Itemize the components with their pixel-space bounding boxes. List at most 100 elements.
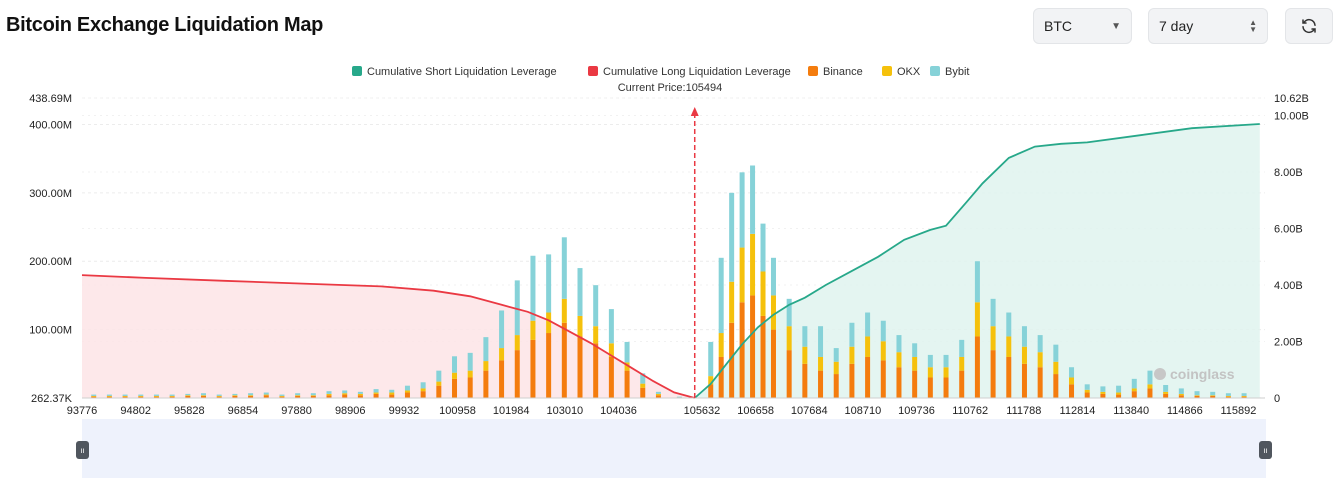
bar-okx [1100,391,1106,394]
bar-bybit [1084,384,1090,390]
bar-okx [739,247,745,303]
bar-binance [1006,356,1012,398]
bar-okx [770,295,776,330]
bar-bybit [373,389,379,393]
bar-binance [404,392,410,398]
bar-bybit [750,165,756,234]
bar-binance [326,395,332,398]
bar-bybit [357,391,363,394]
bar-bybit [833,348,839,362]
y-right-tick-label: 10.62B [1274,93,1309,105]
bar-binance [357,395,363,398]
bar-binance [373,393,379,398]
bar-bybit [655,391,661,394]
bar-bybit [436,370,442,382]
bar-binance [640,387,646,398]
bar-bybit [608,309,614,344]
bar-binance [514,350,520,398]
bar-binance [263,395,269,398]
grid [82,97,1265,399]
bar-binance [342,394,348,398]
bar-bybit [452,356,458,373]
bar-okx [169,395,175,397]
x-tick-label: 103010 [546,405,583,417]
bar-okx [718,333,724,357]
x-tick-label: 100958 [439,405,476,417]
bar-bybit [1178,388,1184,394]
range-slider[interactable]: ıı ıı [76,419,1272,478]
bar-binance [91,396,97,398]
bar-bybit [577,268,583,316]
bar-okx [248,395,254,396]
bar-okx [880,341,886,361]
bar-bybit [420,382,426,389]
bar-binance [248,395,254,398]
bar-bybit [676,396,682,398]
bar-binance [593,343,599,398]
bar-okx [436,381,442,386]
bar-okx [452,372,458,379]
range-select[interactable]: 7 day ▲ ▼ [1148,8,1268,44]
bar-binance [676,397,682,398]
bar-bybit [342,390,348,394]
bar-bybit [1021,326,1027,347]
bar-binance [1053,374,1059,398]
bar-bybit [467,352,473,371]
bar-okx [974,302,980,337]
bar-bybit [263,392,269,395]
symbol-select-value: BTC [1044,18,1072,34]
bar-binance [561,322,567,398]
long-area [82,275,695,398]
x-tick-label: 109736 [898,405,935,417]
bar-binance [990,350,996,398]
bar-okx [389,392,395,395]
bar-binance [530,339,536,398]
bar-okx [865,336,871,357]
x-tick-label: 112814 [1060,405,1096,417]
bar-binance [880,360,886,398]
bar-okx [1116,392,1122,395]
bar-okx [1194,395,1200,396]
bar-bybit [169,394,175,396]
bar-bybit [483,337,489,362]
bar-bybit [153,394,159,396]
bar-binance [974,336,980,398]
slider-handle-right[interactable]: ıı [1259,441,1272,459]
bar-binance [483,370,489,398]
exchange-bars [91,165,1247,398]
bar-binance [452,378,458,398]
bar-okx [279,395,285,397]
x-tick-label: 104036 [600,405,637,417]
slider-handle-left[interactable]: ıı [76,441,89,459]
x-tick-label: 101984 [493,405,530,417]
bar-bybit [91,394,97,396]
bar-binance [577,336,583,398]
bar-binance [499,360,505,398]
bar-binance [896,367,902,398]
watermark-text: coinglass [1170,366,1235,382]
refresh-button[interactable] [1285,8,1333,44]
up-down-icon: ▲ ▼ [1249,18,1257,34]
bar-bybit [295,393,301,396]
bar-binance [310,395,316,398]
symbol-select[interactable]: BTC ▼ [1033,8,1132,44]
bar-okx [310,395,316,396]
bar-bybit [185,393,191,396]
bar-okx [232,395,238,396]
bar-okx [1131,388,1137,392]
bar-bybit [232,393,238,396]
bar-okx [467,370,473,378]
bar-bybit [1116,385,1122,393]
bar-binance [865,356,871,398]
x-tick-label: 93776 [67,405,98,417]
bar-binance [169,396,175,398]
bar-okx [849,346,855,364]
bar-okx [546,312,552,334]
bar-bybit [640,373,646,384]
bar-bybit [1194,391,1200,396]
bar-okx [201,395,207,396]
bar-bybit [959,339,965,357]
bar-binance [1084,392,1090,398]
page-title: Bitcoin Exchange Liquidation Map [6,14,324,36]
